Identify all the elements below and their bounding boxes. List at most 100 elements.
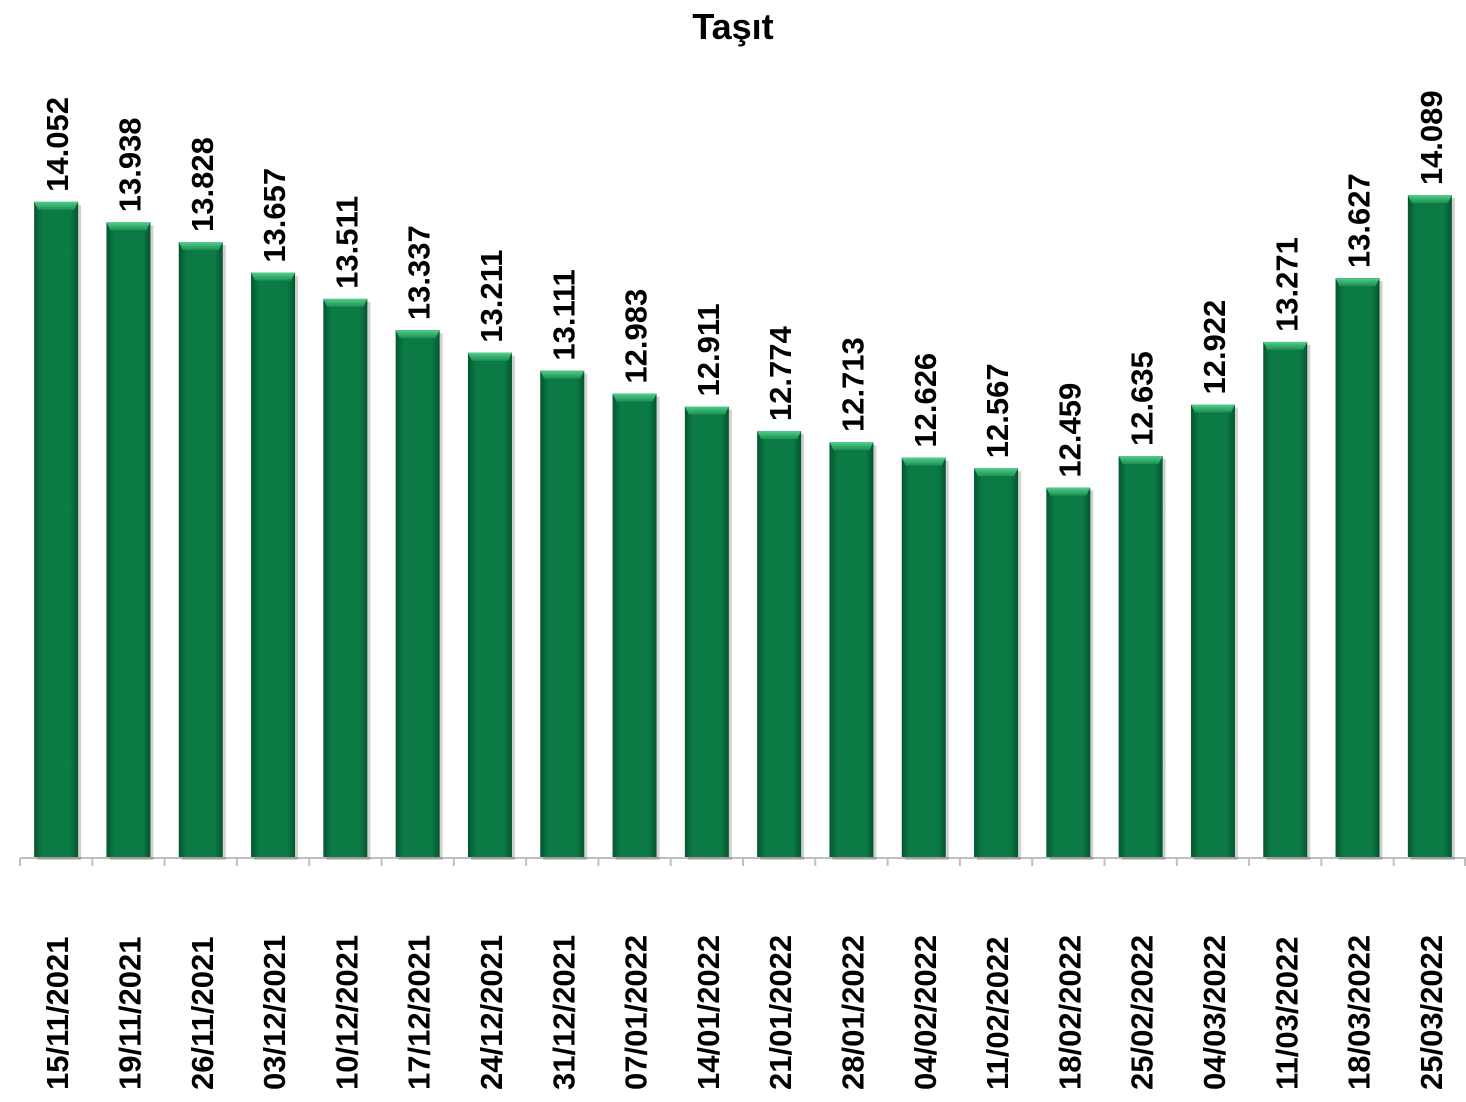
- bar-cap: [323, 298, 368, 307]
- x-tick-label: 31/12/2021: [546, 935, 581, 1090]
- bar-cap: [829, 442, 874, 451]
- bar: [974, 468, 1022, 860]
- bar: [251, 272, 299, 860]
- x-tick-label: 21/01/2022: [763, 935, 798, 1090]
- bar-cap: [1190, 404, 1235, 413]
- bar: [1118, 456, 1166, 860]
- bar-cap: [251, 272, 296, 281]
- bar-cap: [757, 431, 802, 440]
- bar: [901, 457, 949, 860]
- bar-cap: [106, 222, 151, 231]
- bar-value-label: 13.337: [402, 225, 437, 320]
- bar: [1190, 404, 1238, 860]
- x-tick-label: 19/11/2021: [112, 937, 147, 1090]
- bar-value-label: 13.271: [1269, 237, 1304, 332]
- bar-cap: [395, 330, 440, 339]
- bar-cap: [974, 468, 1019, 477]
- bar-cap: [178, 242, 223, 251]
- bar: [106, 222, 154, 860]
- bar-body: [684, 406, 729, 857]
- x-tick-label: 24/12/2021: [474, 935, 509, 1090]
- bar-cap: [1263, 341, 1308, 350]
- bar-value-label: 12.626: [908, 353, 943, 448]
- bar-body: [757, 431, 802, 857]
- bar: [178, 242, 226, 861]
- bar-value-label: 12.922: [1197, 300, 1232, 395]
- bar-value-label: 14.052: [40, 97, 75, 192]
- bar-value-label: 12.459: [1052, 383, 1087, 478]
- bar-value-label: 13.938: [112, 117, 147, 212]
- x-tick-label: 25/03/2022: [1414, 935, 1449, 1090]
- bar: [757, 431, 805, 860]
- x-tick-label: 25/02/2022: [1125, 935, 1160, 1090]
- x-tick-label: 03/12/2021: [257, 935, 292, 1090]
- x-tick-label: 10/12/2021: [329, 935, 364, 1090]
- bar-cap: [540, 370, 585, 379]
- bar-body: [395, 330, 440, 857]
- bar-value-label: 12.911: [691, 303, 726, 396]
- bar-value-label: 13.657: [257, 168, 292, 263]
- bar-body: [829, 442, 874, 857]
- x-tick-label: 15/11/2021: [40, 937, 75, 1090]
- bar-body: [1190, 404, 1235, 857]
- bar: [323, 298, 371, 861]
- bar-body: [901, 457, 946, 857]
- bar-value-label: 13.511: [329, 196, 364, 289]
- x-tick-label: 04/02/2022: [908, 935, 943, 1090]
- bar-value-label: 12.774: [763, 326, 798, 422]
- bar-cap: [1118, 456, 1163, 465]
- bar: [467, 352, 515, 860]
- bar-value-label: 13.627: [1342, 173, 1377, 268]
- bar-value-label: 12.567: [980, 363, 1015, 458]
- x-tick-label: 11/03/2022: [1269, 937, 1304, 1090]
- bar-body: [540, 370, 585, 857]
- x-tick-label: 28/01/2022: [835, 935, 870, 1090]
- bar-body: [467, 352, 512, 857]
- bar-cap: [34, 201, 79, 210]
- bar-value-label: 13.111: [546, 269, 581, 360]
- x-tick-label: 26/11/2021: [185, 937, 220, 1090]
- bar: [395, 330, 443, 860]
- bar-body: [178, 242, 223, 858]
- bar: [1263, 341, 1311, 860]
- bar: [1335, 278, 1383, 860]
- x-tick-label: 11/02/2022: [980, 937, 1015, 1090]
- bar: [684, 406, 732, 860]
- bar-value-label: 12.983: [619, 289, 654, 384]
- bar-cap: [1335, 278, 1380, 287]
- bar-body: [1335, 278, 1380, 857]
- bar-cap: [1046, 487, 1091, 496]
- bar: [1046, 487, 1094, 860]
- bar-body: [612, 393, 657, 857]
- bar-cap: [684, 406, 729, 415]
- bar-value-label: 12.635: [1125, 351, 1160, 446]
- bar-value-label: 14.089: [1414, 90, 1449, 185]
- bar: [829, 442, 877, 860]
- bar-value-label: 12.713: [835, 337, 870, 432]
- x-tick-label: 14/01/2022: [691, 935, 726, 1090]
- bar: [34, 201, 82, 861]
- x-tick-label: 18/02/2022: [1052, 935, 1087, 1090]
- bar: [540, 370, 588, 860]
- x-tick-label: 04/03/2022: [1197, 935, 1232, 1090]
- x-tick-label: 17/12/2021: [402, 935, 437, 1090]
- bar-body: [251, 272, 296, 857]
- bar: [612, 393, 660, 860]
- bar-value-label: 13.828: [185, 137, 220, 232]
- x-tick-label: 07/01/2022: [619, 935, 654, 1090]
- bar-body: [1046, 487, 1091, 857]
- bar-body: [1407, 195, 1452, 858]
- bar-cap: [467, 352, 512, 361]
- bar-body: [34, 201, 79, 858]
- x-tick-label: 18/03/2022: [1342, 935, 1377, 1090]
- bar-body: [323, 298, 368, 858]
- chart-title: Taşıt: [692, 6, 774, 47]
- bar-body: [1118, 456, 1163, 857]
- bar-value-label: 13.211: [474, 250, 509, 343]
- bar: [1407, 195, 1455, 861]
- bar-cap: [612, 393, 657, 402]
- bar-body: [1263, 341, 1308, 857]
- bar-cap: [1407, 195, 1452, 204]
